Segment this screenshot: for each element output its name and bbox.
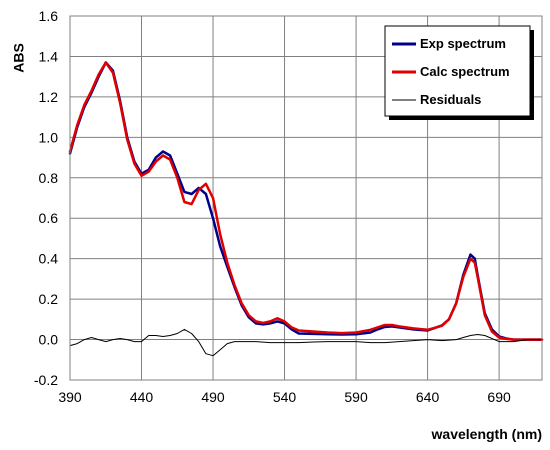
x-axis-title: wavelength (nm) (431, 426, 542, 442)
y-tick-label: 0.8 (39, 170, 59, 186)
y-tick-label: 0.0 (39, 332, 59, 348)
legend-box (384, 25, 531, 117)
legend-label-exp: Exp spectrum (420, 36, 506, 51)
x-tick-label: 690 (487, 389, 511, 405)
y-axis: -0.2 0.0 0.2 0.4 0.6 0.8 1.0 1.2 1.4 1.6 (34, 8, 58, 388)
y-axis-title: ABS (11, 43, 27, 73)
y-tick-label: 1.4 (39, 48, 59, 64)
series-line-residuals (69, 328, 543, 357)
x-tick-label: 590 (344, 389, 368, 405)
x-tick-label: 390 (58, 389, 82, 405)
y-tick-label: -0.2 (34, 372, 58, 388)
y-tick-label: 1.0 (39, 129, 59, 145)
x-tick-label: 540 (273, 389, 297, 405)
series-layer (68, 61, 544, 357)
series-line-calc (68, 61, 544, 341)
x-tick-label: 440 (130, 389, 154, 405)
x-tick-label: 490 (201, 389, 225, 405)
plot-frame (69, 15, 543, 381)
y-tick-label: 1.2 (39, 89, 59, 105)
y-tick-label: 0.4 (39, 251, 59, 267)
legend-label-calc: Calc spectrum (420, 64, 510, 79)
x-axis: 390 440 490 540 590 640 690 (58, 389, 511, 405)
x-tick-label: 640 (416, 389, 440, 405)
y-tick-label: 0.6 (39, 210, 59, 226)
legend: Exp spectrum Calc spectrum Residuals (384, 25, 534, 120)
y-tick-label: 0.2 (39, 291, 59, 307)
y-tick-label: 1.6 (39, 8, 59, 24)
legend-label-residuals: Residuals (420, 92, 481, 107)
